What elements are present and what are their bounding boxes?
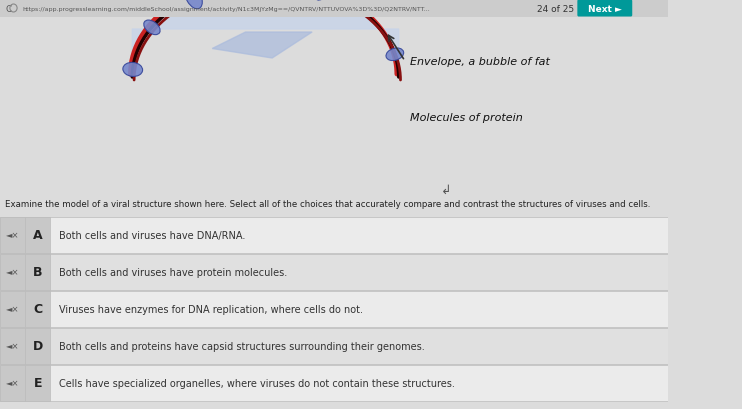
Text: C: C [33, 303, 42, 316]
FancyBboxPatch shape [0, 328, 668, 364]
Text: Both cells and proteins have capsid structures surrounding their genomes.: Both cells and proteins have capsid stru… [59, 341, 425, 351]
Polygon shape [132, 0, 398, 78]
Text: E: E [33, 377, 42, 389]
Text: Viruses have enzymes for DNA replication, where cells do not.: Viruses have enzymes for DNA replication… [59, 304, 364, 314]
Text: Envelope, a bubble of fat: Envelope, a bubble of fat [410, 57, 549, 67]
Text: Both cells and viruses have protein molecules.: Both cells and viruses have protein mole… [59, 267, 288, 277]
Text: A: A [33, 229, 42, 242]
Text: Cells have specialized organelles, where viruses do not contain these structures: Cells have specialized organelles, where… [59, 378, 456, 388]
Text: ◄×: ◄× [6, 268, 19, 277]
FancyBboxPatch shape [0, 0, 668, 18]
FancyBboxPatch shape [25, 218, 50, 254]
Ellipse shape [144, 21, 160, 36]
Text: https://app.progresslearning.com/middleSchool/assignment/activity/N1c3MjYzMg==/Q: https://app.progresslearning.com/middleS… [22, 7, 430, 11]
Text: D: D [33, 339, 43, 353]
Polygon shape [212, 33, 312, 59]
Text: ◄×: ◄× [6, 305, 19, 314]
FancyBboxPatch shape [0, 365, 25, 401]
Text: ◄×: ◄× [6, 379, 19, 388]
Ellipse shape [185, 0, 203, 10]
Text: Next ►: Next ► [588, 4, 622, 13]
Text: Both cells and viruses have DNA/RNA.: Both cells and viruses have DNA/RNA. [59, 230, 246, 240]
FancyBboxPatch shape [0, 218, 668, 254]
Text: ↲: ↲ [441, 183, 451, 196]
FancyBboxPatch shape [0, 291, 25, 327]
FancyBboxPatch shape [25, 291, 50, 327]
FancyBboxPatch shape [0, 291, 668, 327]
Text: ◄×: ◄× [6, 342, 19, 351]
Ellipse shape [315, 0, 327, 1]
Ellipse shape [386, 49, 404, 61]
Text: Molecules of protein: Molecules of protein [410, 113, 522, 123]
FancyBboxPatch shape [0, 365, 668, 401]
Text: Examine the model of a viral structure shown here. Select all of the choices tha: Examine the model of a viral structure s… [4, 200, 650, 209]
FancyBboxPatch shape [0, 254, 668, 290]
Text: 24 of 25: 24 of 25 [537, 4, 574, 13]
Text: B: B [33, 266, 42, 279]
Text: C: C [5, 4, 12, 13]
FancyBboxPatch shape [25, 328, 50, 364]
FancyBboxPatch shape [25, 254, 50, 290]
FancyBboxPatch shape [0, 218, 25, 254]
Text: ◄×: ◄× [6, 231, 19, 240]
FancyBboxPatch shape [25, 365, 50, 401]
FancyBboxPatch shape [0, 328, 25, 364]
Ellipse shape [123, 63, 142, 77]
FancyBboxPatch shape [577, 0, 632, 18]
FancyBboxPatch shape [0, 254, 25, 290]
